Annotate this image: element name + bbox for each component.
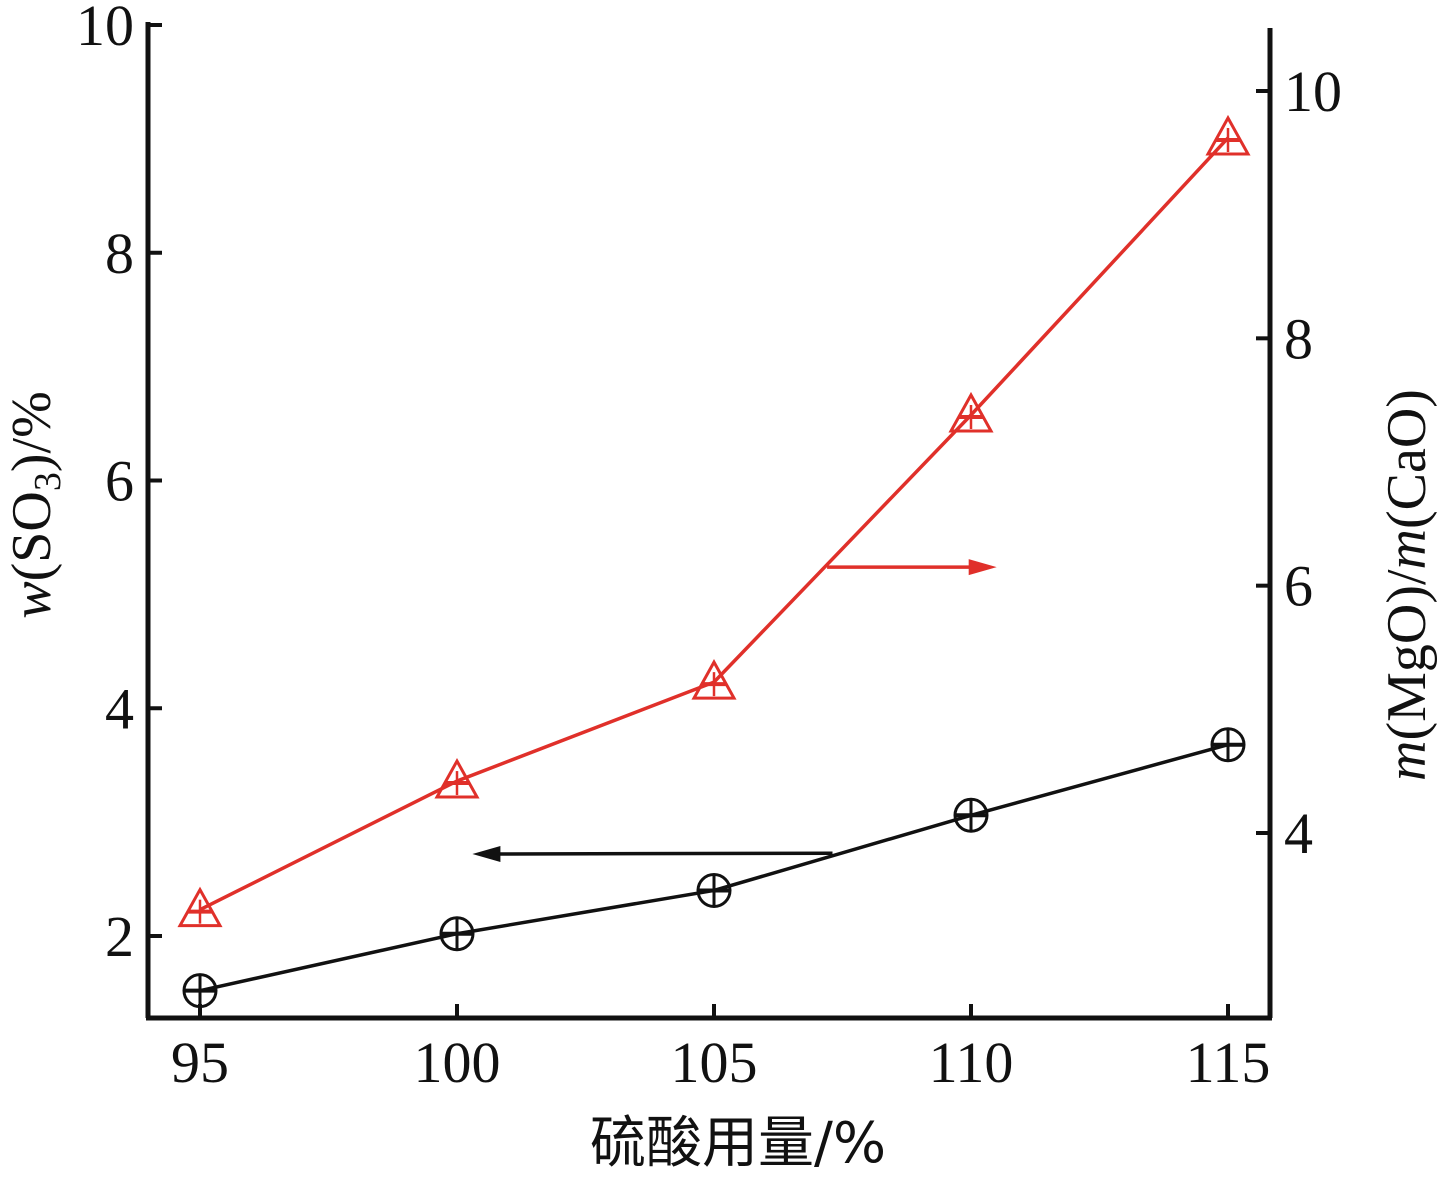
axes-frame [145, 22, 1273, 1021]
annotation-layer [472, 559, 997, 863]
data-point-circle-plus [182, 973, 218, 1009]
arrow-to-right-axis [827, 559, 997, 576]
x-axis-label: 硫酸用量/% [590, 1111, 886, 1176]
left-axis-label-mid: (SO [1, 491, 63, 581]
data-point-triangle [1205, 114, 1251, 156]
right-axis-ticks: 4 6 8 10 [1256, 59, 1342, 866]
left-axis-ticks: 2 4 6 8 10 [76, 0, 162, 969]
right-tick-label: 4 [1284, 801, 1313, 866]
marker-triangle [434, 757, 480, 799]
left-axis-label-sub: 3 [27, 472, 69, 491]
data-point-triangle [948, 391, 994, 433]
series-mgo-cao-ratio [177, 114, 1251, 928]
marker-triangle [691, 659, 737, 700]
x-tick-label: 95 [171, 1030, 229, 1095]
x-tick-label: 100 [414, 1030, 501, 1095]
data-point-triangle [434, 757, 480, 799]
left-axis-label-post: )/% [1, 391, 63, 472]
series-line [199, 136, 1230, 912]
left-tick-label: 4 [105, 676, 134, 741]
right-tick-label: 10 [1284, 59, 1342, 124]
data-point-circle-plus [696, 872, 732, 908]
data-point-circle-plus [439, 916, 475, 952]
left-axis-label-var: w [1, 581, 63, 618]
series-so3 [182, 727, 1246, 1009]
left-tick-label: 10 [76, 0, 134, 58]
x-axis-ticks: 95 100 105 110 115 [171, 1004, 1270, 1095]
right-axis-label-var1: m [1376, 741, 1438, 781]
series-line [199, 743, 1229, 993]
marker-circle [1210, 727, 1246, 763]
right-tick-label: 8 [1284, 306, 1313, 371]
marker-circle [696, 872, 732, 908]
right-axis-label: m(MgO)/m(CaO) [1376, 389, 1438, 781]
left-axis-label: w(SO3)/% [1, 391, 69, 618]
left-tick-label: 8 [105, 221, 134, 286]
right-axis-label-post: (CaO) [1376, 389, 1438, 529]
arrow-head [968, 559, 997, 576]
marker-triangle [177, 886, 223, 928]
x-tick-label: 110 [929, 1030, 1014, 1095]
arrow-shaft [492, 851, 833, 856]
arrow-to-left-axis [472, 846, 833, 863]
x-tick-label: 105 [671, 1030, 758, 1095]
data-point-triangle [177, 886, 223, 928]
marker-triangle [1205, 114, 1251, 156]
right-tick-label: 6 [1284, 554, 1313, 619]
marker-circle [439, 916, 475, 952]
left-tick-label: 2 [105, 904, 134, 969]
x-tick-label: 115 [1186, 1030, 1271, 1095]
right-axis-label-mid: (MgO)/ [1376, 569, 1438, 741]
marker-circle [182, 973, 218, 1009]
data-point-circle-plus [953, 797, 989, 833]
marker-circle [953, 797, 989, 833]
data-point-triangle [691, 659, 737, 700]
left-tick-label: 6 [105, 449, 134, 514]
arrow-head [472, 846, 501, 863]
series-layer [177, 114, 1251, 1009]
right-axis-label-var2: m [1376, 529, 1438, 569]
marker-triangle [948, 391, 994, 433]
data-point-circle-plus [1210, 727, 1246, 763]
